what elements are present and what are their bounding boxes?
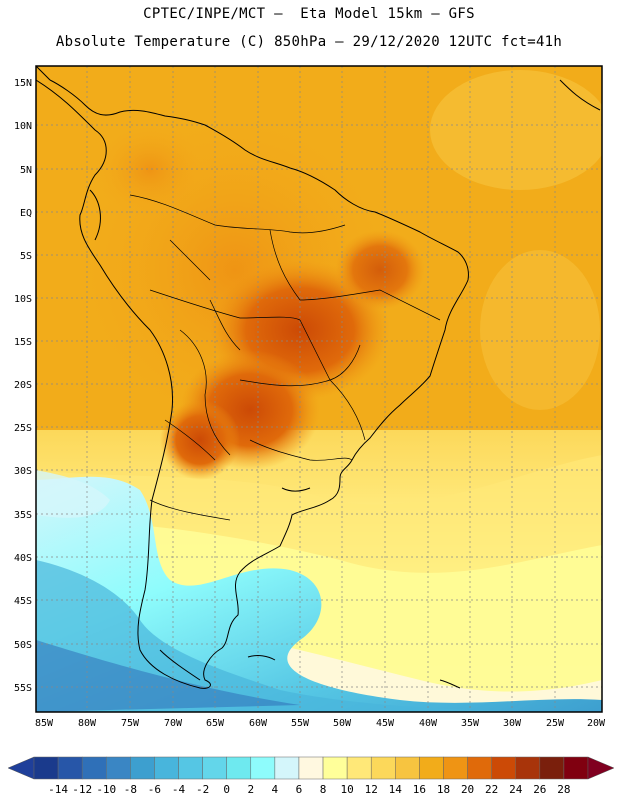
lat-label: 20S [14, 380, 32, 391]
lat-label: EQ [20, 208, 32, 219]
colorbar-swatch [443, 756, 468, 780]
colorbar-swatch [346, 756, 372, 780]
colorbar-high-arrow [587, 756, 615, 780]
colorbar-swatch [419, 756, 444, 780]
lat-label: 10N [14, 121, 32, 132]
lat-label: 5N [20, 165, 32, 176]
colorbar-tick-label: 18 [436, 783, 451, 796]
colorbar-low-arrow [7, 756, 35, 780]
lon-label: 75W [121, 718, 140, 729]
lon-label: 20W [587, 718, 606, 729]
lat-label: 15S [14, 337, 32, 348]
lon-label: 85W [35, 718, 54, 729]
colorbar-swatch [33, 756, 59, 780]
colorbar-swatch [178, 756, 203, 780]
colorbar-swatch [563, 756, 589, 780]
lat-label: 25S [14, 423, 32, 434]
lat-label: 35S [14, 510, 32, 521]
colorbar-swatch [515, 756, 541, 780]
colorbar-tick-label: 2 [247, 783, 255, 796]
lat-label: 10S [14, 294, 32, 305]
grid-lines [36, 66, 602, 712]
colorbar-tick-label: 4 [271, 783, 279, 796]
colorbar-tick-label: -14 [48, 783, 69, 796]
lat-label: 5S [20, 251, 32, 262]
lon-label: 60W [249, 718, 268, 729]
latitude-labels: 15N 10N 5N EQ 5S 10S 15S 20S 25S 30S 35S… [14, 78, 32, 694]
colorbar-swatch [154, 756, 179, 780]
lon-label: 50W [333, 718, 352, 729]
longitude-labels: 85W 80W 75W 70W 65W 60W 55W 50W 45W 40W … [35, 718, 606, 729]
colorbar-swatch [274, 756, 300, 780]
country-borders [129, 194, 441, 521]
map-frame [35, 65, 603, 713]
colorbar-tick-label: 10 [340, 783, 354, 796]
lat-label: 30S [14, 466, 32, 477]
colorbar [7, 756, 615, 780]
chart-title-line1: CPTEC/INPE/MCT – Eta Model 15km – GFS [143, 6, 475, 22]
colorbar-tick-label: 16 [412, 783, 427, 796]
colorbar-swatch [202, 756, 227, 780]
lat-label: 40S [14, 553, 32, 564]
colorbar-tick-label: -2 [195, 783, 210, 796]
colorbar-tick-label: 24 [509, 783, 523, 796]
colorbar-tick-label: 6 [295, 783, 303, 796]
coastlines [36, 66, 601, 689]
lat-label: 15N [14, 78, 32, 89]
colorbar-swatch [298, 756, 324, 780]
temperature-field [36, 66, 602, 712]
colorbar-tick-label: -12 [72, 783, 93, 796]
colorbar-tick-label: 26 [533, 783, 547, 796]
colorbar-tick-label: 8 [319, 783, 327, 796]
lon-label: 80W [78, 718, 97, 729]
colorbar-tick-label: -8 [123, 783, 137, 796]
colorbar-tick-label: -10 [96, 783, 117, 796]
colorbar-swatch [395, 756, 420, 780]
colorbar-swatch [467, 756, 492, 780]
colorbar-tick-label: 20 [460, 783, 475, 796]
colorbar-swatch [250, 756, 276, 780]
lon-label: 45W [376, 718, 395, 729]
colorbar-swatch [370, 756, 396, 780]
lat-label: 45S [14, 596, 32, 607]
lon-label: 70W [164, 718, 183, 729]
lon-label: 40W [419, 718, 438, 729]
colorbar-tick-label: 14 [388, 783, 402, 796]
colorbar-tick-label: 0 [223, 783, 230, 796]
colorbar-swatch [491, 756, 516, 780]
colorbar-swatch [57, 756, 83, 780]
colorbar-swatch [130, 756, 155, 780]
lon-label: 55W [291, 718, 310, 729]
lon-label: 25W [546, 718, 565, 729]
colorbar-tick-label: 28 [557, 783, 571, 796]
colorbar-swatch [539, 756, 565, 780]
colorbar-swatch [81, 756, 107, 780]
colorbar-tick-label: -6 [147, 783, 162, 796]
colorbar-tick-label: -4 [171, 783, 186, 796]
colorbar-tick-label: 22 [485, 783, 499, 796]
lon-label: 65W [206, 718, 225, 729]
lon-label: 35W [461, 718, 480, 729]
lat-label: 50S [14, 640, 32, 651]
chart-title-line2: Absolute Temperature (C) 850hPa – 29/12/… [55, 34, 563, 50]
lon-label: 30W [503, 718, 522, 729]
colorbar-swatch [322, 756, 348, 780]
lat-label: 55S [14, 683, 32, 694]
colorbar-swatch [226, 756, 252, 780]
colorbar-swatch [106, 756, 131, 780]
colorbar-tick-label: 12 [364, 783, 378, 796]
